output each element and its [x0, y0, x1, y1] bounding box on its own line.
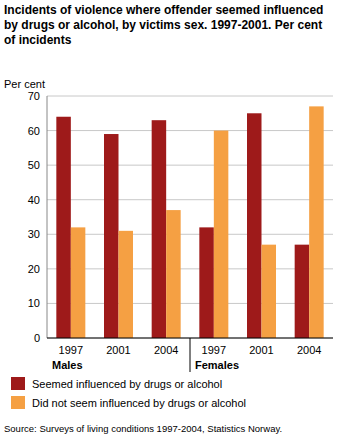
- bar: [166, 210, 181, 338]
- legend-swatch: [11, 377, 25, 390]
- y-tick-label: 50: [28, 159, 40, 171]
- y-tick-label: 70: [28, 90, 40, 102]
- bar: [247, 113, 262, 338]
- bar: [104, 134, 119, 338]
- bar: [262, 245, 277, 338]
- legend-label: Seemed influenced by drugs or alcohol: [32, 378, 222, 390]
- y-tick-label: 40: [28, 194, 40, 206]
- y-axis-label: Per cent: [4, 78, 45, 90]
- chart: Incidents of violence where offender see…: [0, 0, 364, 438]
- legend-swatch: [11, 396, 25, 409]
- y-axis: [47, 96, 48, 338]
- bar: [119, 231, 134, 338]
- title: Incidents of violence where offender see…: [4, 3, 323, 17]
- grid-line: [47, 130, 333, 131]
- y-tick-label: 0: [34, 332, 40, 344]
- grid-line: [47, 96, 333, 97]
- y-tick-label: 30: [28, 228, 40, 240]
- x-tick-label: 2004: [297, 344, 321, 356]
- bars: [56, 106, 323, 338]
- bar: [214, 131, 229, 338]
- group-separator: [190, 338, 191, 372]
- x-tick-label: 2001: [249, 344, 273, 356]
- y-tick-label: 60: [28, 125, 40, 137]
- x-tick-label: 1997: [202, 344, 226, 356]
- y-tick-label: 10: [28, 297, 40, 309]
- bar: [295, 245, 310, 338]
- group-label: Females: [195, 359, 239, 371]
- legend-label: Did not seem influenced by drugs or alco…: [32, 397, 246, 409]
- group-label: Males: [52, 359, 83, 371]
- bar: [152, 120, 167, 338]
- x-tick-label: 2001: [106, 344, 130, 356]
- source: Source: Surveys of living conditions 199…: [4, 423, 282, 434]
- bar: [309, 106, 324, 338]
- title: by drugs or alcohol, by victims sex. 199…: [4, 18, 322, 32]
- y-tick-label: 20: [28, 263, 40, 275]
- bar: [71, 227, 86, 338]
- title: of incidents: [4, 33, 72, 47]
- bar: [56, 117, 70, 338]
- grid-line: [47, 165, 333, 166]
- grid-line: [47, 234, 333, 235]
- x-tick-label: 2004: [154, 344, 178, 356]
- grid-line: [47, 199, 333, 200]
- grid-line: [47, 268, 333, 269]
- grid-line: [47, 303, 333, 304]
- bar: [199, 227, 214, 338]
- x-tick-label: 1997: [59, 344, 83, 356]
